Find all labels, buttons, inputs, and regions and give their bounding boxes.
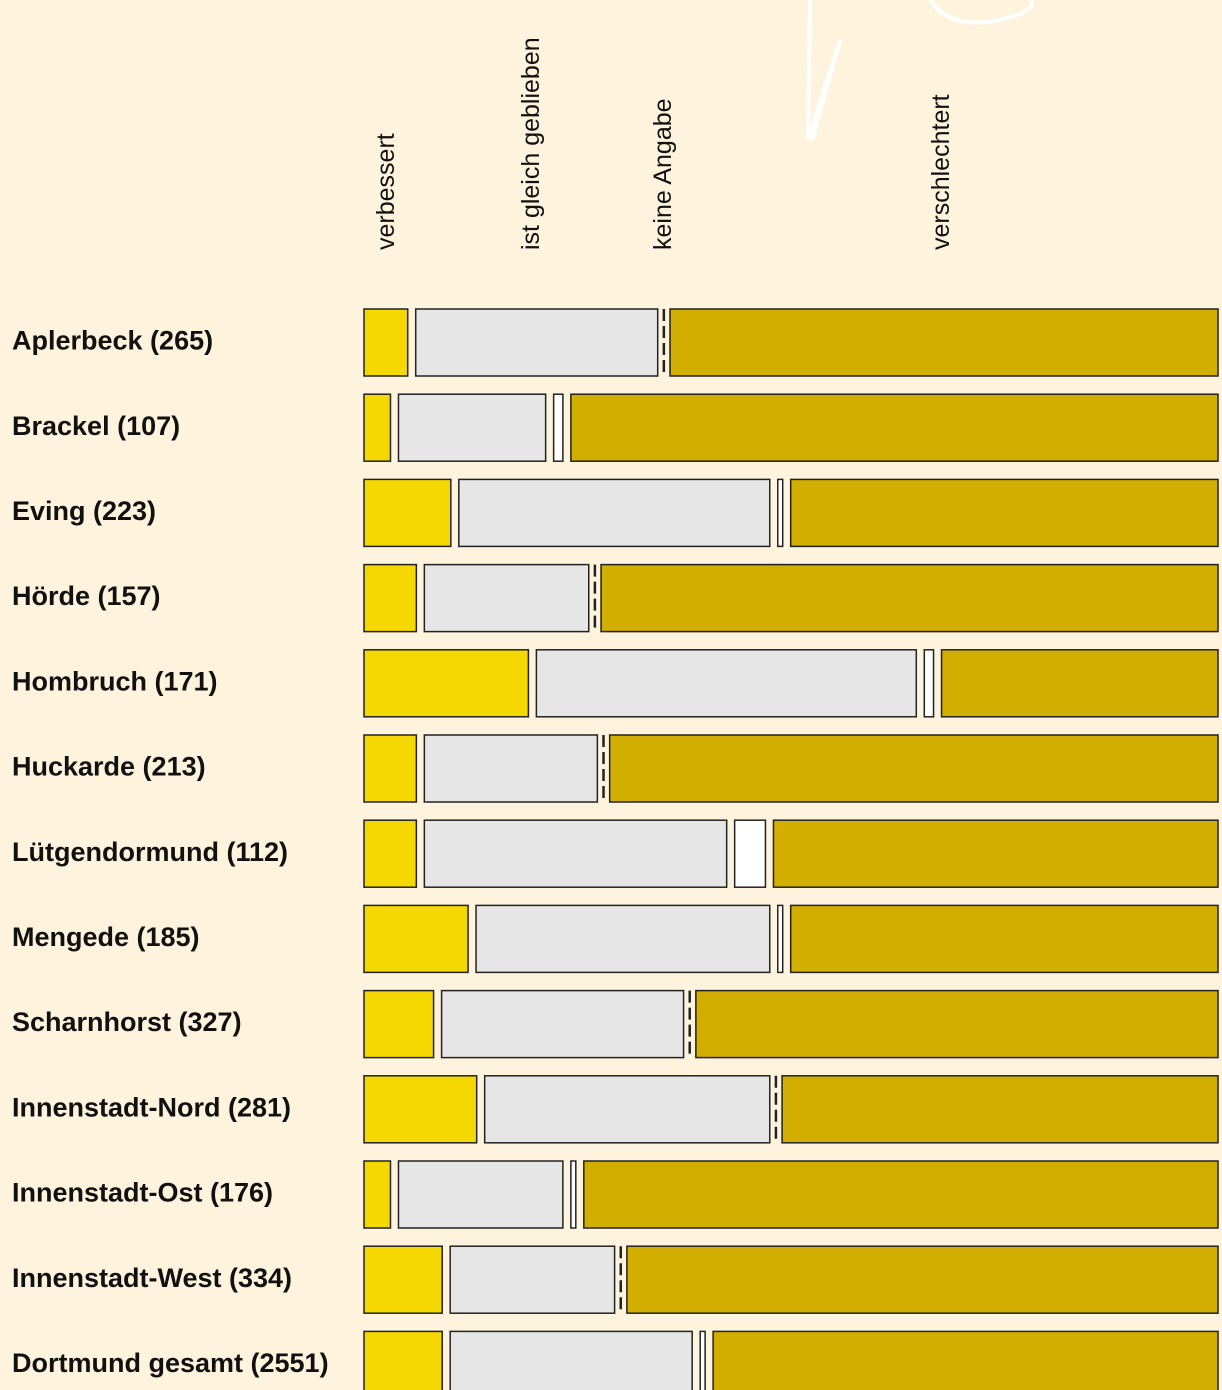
category-label: Brackel (107) bbox=[12, 411, 180, 441]
category-label: Innenstadt-Nord (281) bbox=[12, 1092, 291, 1122]
category-label: Huckarde (213) bbox=[12, 752, 206, 782]
bar-segment bbox=[398, 394, 545, 461]
bar-segment bbox=[364, 1076, 477, 1143]
legend-label: verschlechtert bbox=[927, 94, 955, 250]
bar-segment bbox=[670, 309, 1218, 376]
bar-segment bbox=[364, 905, 468, 972]
category-label: Innenstadt-West (334) bbox=[12, 1263, 292, 1293]
decoration bbox=[808, 0, 1032, 140]
bar-segment bbox=[778, 479, 783, 546]
page: {"chart_data": {"type": "bar", "orientat… bbox=[0, 0, 1222, 1390]
bar-segment bbox=[713, 1331, 1218, 1390]
category-label: Lütgendormund (112) bbox=[12, 837, 288, 867]
bar-segment bbox=[476, 905, 770, 972]
bar-segment bbox=[364, 820, 416, 887]
bar-segment bbox=[364, 309, 408, 376]
category-label: Aplerbeck (265) bbox=[12, 326, 213, 356]
bar-segment bbox=[398, 1161, 562, 1228]
bar-segment bbox=[782, 1076, 1218, 1143]
category-label: Scharnhorst (327) bbox=[12, 1007, 242, 1037]
bar-segment bbox=[536, 650, 916, 717]
bar-segment bbox=[364, 565, 416, 632]
bar-segment bbox=[735, 820, 766, 887]
legend-label: keine Angabe bbox=[649, 98, 677, 250]
bar-segment bbox=[364, 394, 390, 461]
category-label: Eving (223) bbox=[12, 496, 156, 526]
bar-segment bbox=[924, 650, 933, 717]
bar-segment bbox=[627, 1246, 1218, 1313]
bar-segment bbox=[416, 309, 658, 376]
legend: verbessert ist gleich geblieben keine An… bbox=[372, 37, 955, 250]
bar-segment bbox=[364, 735, 416, 802]
category-label: Hörde (157) bbox=[12, 581, 161, 611]
bar-segment bbox=[571, 394, 1218, 461]
bar-segment bbox=[364, 479, 451, 546]
category-label: Dortmund gesamt (2551) bbox=[12, 1348, 329, 1378]
bar-segment bbox=[485, 1076, 770, 1143]
bar-segment bbox=[424, 735, 597, 802]
bar-segment bbox=[364, 991, 434, 1058]
bar-segment bbox=[364, 1331, 442, 1390]
bar-segment bbox=[364, 1246, 442, 1313]
category-label: Hombruch (171) bbox=[12, 666, 218, 696]
bar-segment bbox=[424, 820, 726, 887]
bar-segment bbox=[450, 1246, 614, 1313]
bar-segment bbox=[610, 735, 1218, 802]
bar-segment bbox=[778, 905, 783, 972]
category-label: Innenstadt-Ost (176) bbox=[12, 1178, 273, 1208]
bar-segment bbox=[700, 1331, 705, 1390]
bar-segment bbox=[773, 820, 1218, 887]
bar-segment bbox=[571, 1161, 576, 1228]
bar-segment bbox=[554, 394, 563, 461]
bar-segment bbox=[696, 991, 1218, 1058]
bar-segment bbox=[450, 1331, 692, 1390]
bar-segment bbox=[601, 565, 1218, 632]
bar-segment bbox=[364, 1161, 390, 1228]
bar-segment bbox=[584, 1161, 1218, 1228]
bar-segment bbox=[442, 991, 684, 1058]
legend-label: verbessert bbox=[372, 133, 400, 250]
bar-segment bbox=[942, 650, 1218, 717]
category-label: Mengede (185) bbox=[12, 922, 200, 952]
legend-label: ist gleich geblieben bbox=[517, 37, 545, 250]
chart: verbessert ist gleich geblieben keine An… bbox=[0, 0, 1222, 1390]
bar-segment bbox=[424, 565, 588, 632]
bar-segment bbox=[791, 479, 1218, 546]
bar-segment bbox=[791, 905, 1218, 972]
bar-segment bbox=[364, 650, 528, 717]
bar-segment bbox=[459, 479, 770, 546]
